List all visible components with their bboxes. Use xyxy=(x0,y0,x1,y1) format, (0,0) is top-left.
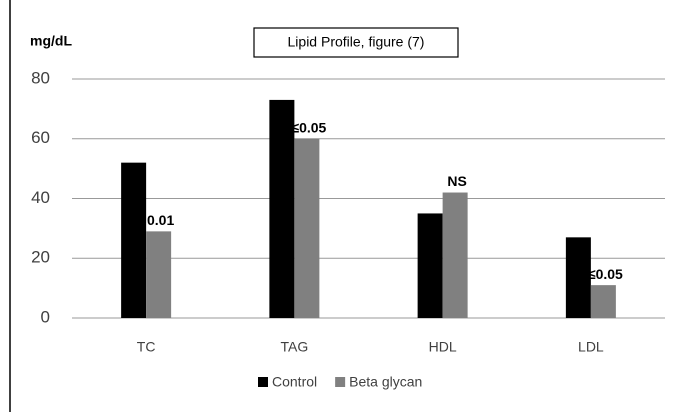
x-tick-label: LDL xyxy=(578,339,604,355)
annotation: 0.01 xyxy=(147,212,174,228)
y-tick-label: 60 xyxy=(31,128,50,147)
bar xyxy=(121,162,147,318)
x-tick-label: HDL xyxy=(429,339,457,355)
legend-swatch xyxy=(258,377,268,387)
bar xyxy=(146,231,172,318)
y-tick-label: 20 xyxy=(31,248,50,267)
y-axis-label: mg/dL xyxy=(30,33,72,49)
bar xyxy=(269,99,295,318)
bar xyxy=(565,237,591,318)
bar xyxy=(294,138,320,318)
chart-title: Lipid Profile, figure (7) xyxy=(288,34,425,50)
bar xyxy=(590,285,616,318)
annotation: ≤0.05 xyxy=(291,119,326,135)
x-tick-label: TC xyxy=(137,339,156,355)
y-tick-label: 80 xyxy=(31,68,50,87)
annotation: ≤0.05 xyxy=(588,266,623,282)
legend-swatch xyxy=(335,377,346,387)
annotation: NS xyxy=(447,173,466,189)
bar xyxy=(442,192,468,318)
y-tick-label: 40 xyxy=(31,188,50,207)
legend-label: Control xyxy=(272,374,317,390)
legend-label: Beta glycan xyxy=(349,374,422,390)
x-tick-label: TAG xyxy=(281,339,309,355)
title-box xyxy=(253,27,459,58)
bar xyxy=(417,213,443,318)
y-tick-label: 0 xyxy=(41,307,50,326)
